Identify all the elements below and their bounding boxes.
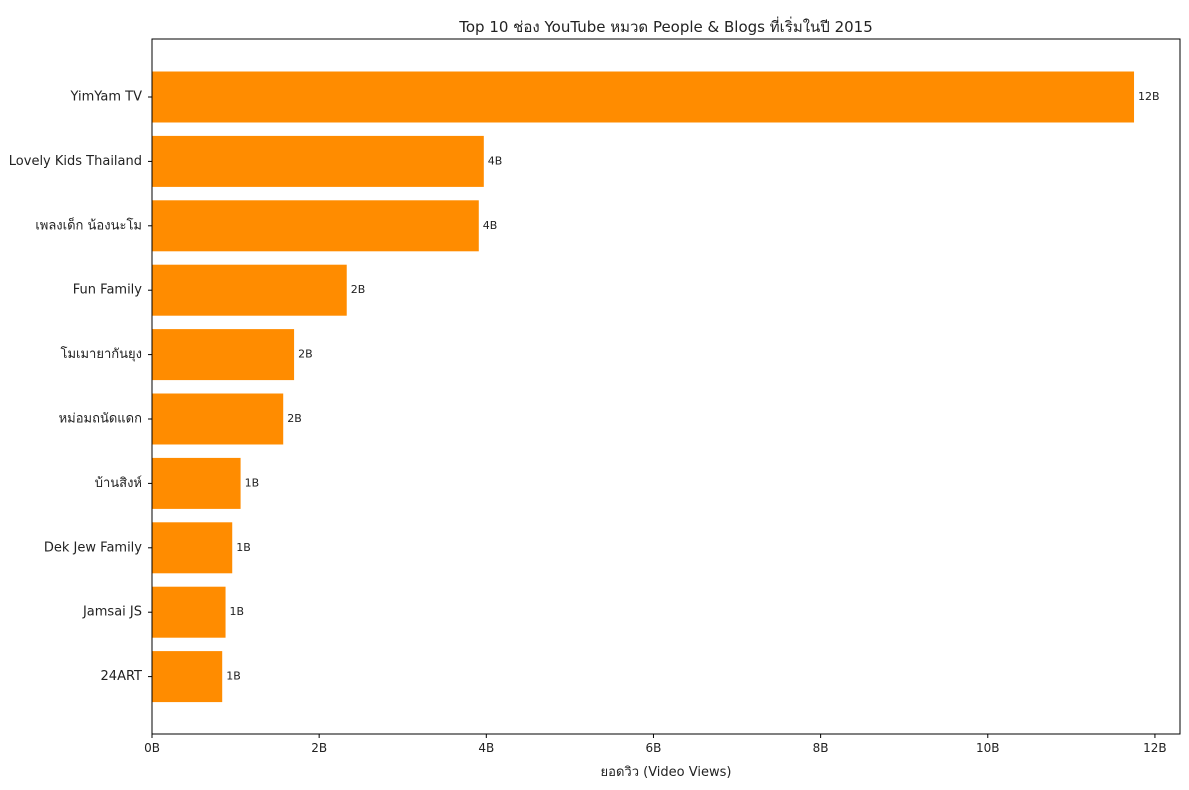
- bar: [152, 135, 484, 187]
- value-label: 1B: [230, 605, 245, 618]
- bars-layer: [152, 71, 1135, 703]
- x-tick-label: 2B: [311, 741, 327, 755]
- value-label: 1B: [236, 541, 251, 554]
- category-label: 24ART: [101, 669, 143, 684]
- chart-title: Top 10 ช่อง YouTube หมวด People & Blogs …: [458, 16, 873, 36]
- bar: [152, 200, 479, 252]
- category-label: Jamsai JS: [82, 605, 142, 620]
- category-label: Lovely Kids Thailand: [9, 154, 142, 169]
- bar: [152, 393, 284, 445]
- value-label: 4B: [488, 154, 503, 167]
- x-tick-label: 4B: [478, 741, 494, 755]
- x-tick-label: 8B: [813, 741, 829, 755]
- bar: [152, 651, 223, 703]
- bar: [152, 264, 347, 316]
- category-label: Fun Family: [73, 283, 143, 298]
- category-label: หม่อมถนัดแดก: [59, 412, 142, 427]
- category-label: Dek Jew Family: [44, 540, 142, 555]
- category-labels: YimYam TV Lovely Kids Thailand เพลงเด็ก น้…: [9, 90, 152, 684]
- value-label: 2B: [351, 283, 366, 296]
- category-label: YimYam TV: [70, 90, 143, 105]
- category-label: บ้านสิงห์: [95, 475, 142, 491]
- x-tick-label: 6B: [646, 741, 662, 755]
- value-labels: 12B 4B 4B 2B 2B 2B 1B 1B 1B 1B: [226, 90, 1159, 683]
- x-tick-label: 12B: [1143, 741, 1167, 755]
- value-label: 1B: [226, 670, 241, 683]
- value-label: 2B: [298, 348, 313, 361]
- value-label: 1B: [245, 476, 260, 489]
- x-axis-ticks: 0B 2B 4B 6B 8B 10B 12B: [144, 734, 1167, 755]
- x-tick-label: 0B: [144, 741, 160, 755]
- value-label: 2B: [287, 412, 302, 425]
- bar: [152, 522, 233, 574]
- x-axis-label: ยอดวิว (Video Views): [601, 765, 732, 780]
- bar: [152, 329, 295, 381]
- bar: [152, 457, 241, 509]
- value-label: 12B: [1138, 90, 1160, 103]
- x-tick-label: 10B: [976, 741, 1000, 755]
- value-label: 4B: [483, 219, 498, 232]
- plot-frame: [151, 38, 1181, 735]
- category-label: โมเมายากันยุง: [60, 346, 142, 362]
- bar: [152, 586, 226, 638]
- bar: [152, 71, 1135, 123]
- category-label: เพลงเด็ก น้องนะโม: [35, 215, 142, 233]
